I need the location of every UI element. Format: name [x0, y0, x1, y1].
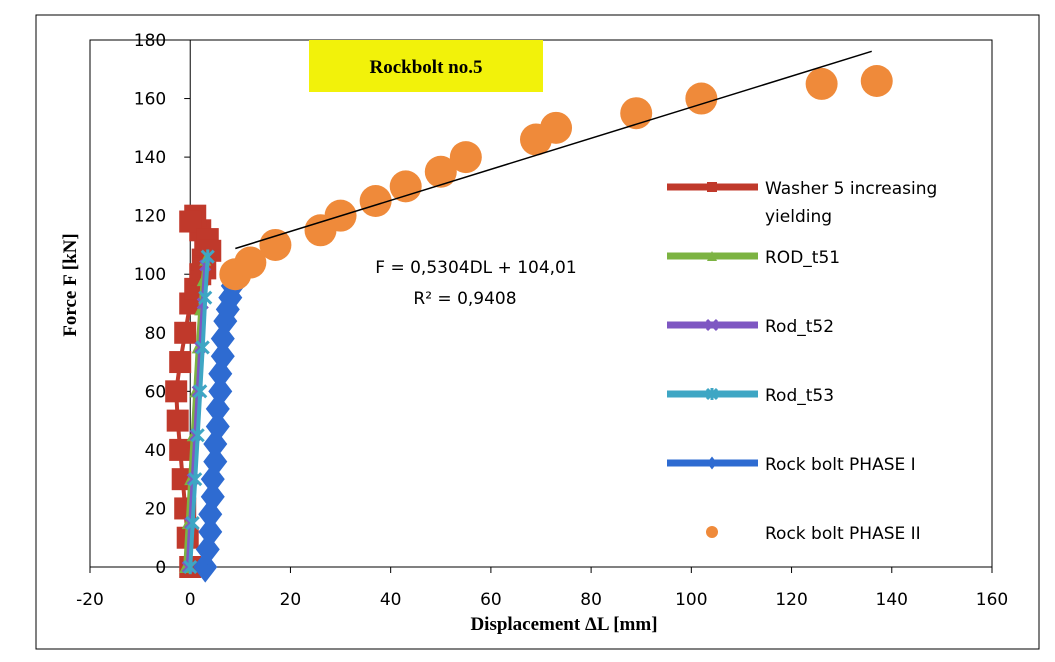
data-point-star — [195, 340, 210, 355]
legend-label: ROD_t51 — [765, 248, 840, 268]
x-axis-title: Displacement ΔL [mm] — [470, 614, 657, 635]
data-point-circle — [540, 111, 573, 144]
title-box — [309, 40, 543, 92]
data-point-star — [188, 471, 203, 487]
legend-item: Rock bolt PHASE I — [667, 455, 916, 475]
series-line — [185, 265, 208, 568]
trendline-r-squared: R² = 0,9408 — [413, 289, 516, 309]
x-tick-label: 140 — [876, 590, 908, 610]
data-point-star — [183, 559, 198, 575]
data-point-square — [174, 321, 197, 344]
legend-item: Rock bolt PHASE II — [706, 524, 921, 544]
data-point-x-stroke — [705, 318, 719, 332]
x-tick-label: 20 — [280, 590, 302, 610]
x-tick-label: 80 — [580, 590, 602, 610]
data-point-circle — [389, 170, 422, 203]
y-tick-label: 20 — [145, 499, 167, 519]
data-point-diamond — [707, 456, 717, 470]
legend-item: Rod_t52 — [667, 317, 834, 337]
trend-layer — [235, 50, 872, 250]
legend-item: Rod_t53 — [667, 386, 834, 406]
data-point-x — [705, 318, 719, 332]
data-point-circle — [359, 185, 392, 218]
data-point-diamond — [210, 323, 235, 355]
chart-title: Rockbolt no.5 — [370, 57, 483, 78]
y-tick-label: 60 — [145, 382, 167, 402]
x-tick-label: 160 — [976, 590, 1008, 610]
data-point-star — [193, 384, 208, 399]
legend-label: Rod_t52 — [765, 317, 834, 337]
data-point-circle — [805, 67, 838, 100]
data-point-diamond — [205, 393, 230, 425]
data-point-diamond — [195, 533, 220, 566]
y-tick-label: 140 — [134, 148, 166, 168]
data-point-circle — [449, 141, 482, 174]
data-point-diamond — [210, 340, 235, 372]
data-point-square — [169, 438, 192, 461]
series-4 — [183, 249, 215, 575]
data-point-square — [165, 380, 188, 403]
x-tick-label: 100 — [675, 590, 707, 610]
legend-label: yielding — [765, 207, 832, 227]
y-tick-label: 100 — [134, 265, 166, 285]
data-point-star — [705, 387, 719, 401]
data-point-triangle — [707, 251, 717, 261]
y-tick-label: 0 — [155, 558, 166, 578]
data-point-star — [185, 515, 200, 531]
data-point-diamond — [205, 410, 230, 443]
y-tick-label: 160 — [134, 90, 166, 110]
series-line — [188, 256, 210, 568]
data-point-circle — [259, 228, 292, 261]
x-tick-label: 120 — [775, 590, 807, 610]
legend-item: ROD_t51 — [667, 248, 840, 268]
data-point-circle — [424, 155, 457, 188]
data-point-diamond — [200, 481, 225, 513]
legend-label: Washer 5 increasing — [765, 179, 937, 199]
data-point-diamond — [203, 446, 228, 478]
data-point-star — [198, 290, 213, 305]
y-tick-label: 80 — [145, 324, 167, 344]
y-axis-title: Force F [kN] — [60, 233, 81, 336]
x-tick-label: 0 — [185, 590, 196, 610]
x-tick-label: 40 — [380, 590, 402, 610]
legend-item: Washer 5 increasing yielding — [667, 179, 937, 227]
series-layer — [165, 64, 893, 583]
y-tick-label: 120 — [134, 207, 166, 227]
data-point-star — [200, 249, 215, 264]
data-point-star — [190, 428, 205, 443]
legend-label: Rock bolt PHASE I — [765, 455, 916, 475]
data-point-square — [179, 210, 202, 233]
series-1 — [165, 204, 222, 578]
legend: Washer 5 increasing yielding ROD_t51 Rod_t5… — [667, 179, 937, 544]
data-point-diamond — [208, 375, 233, 407]
data-point-square — [707, 182, 717, 192]
legend-label: Rock bolt PHASE II — [765, 524, 921, 544]
y-tick-label: 40 — [145, 441, 167, 461]
data-point-circle — [234, 246, 267, 279]
data-point-circle — [860, 64, 893, 97]
data-point-circle — [706, 526, 718, 538]
trendline — [235, 50, 872, 250]
legend-label: Rod_t53 — [765, 386, 834, 406]
trendline-equation: F = 0,5304DL + 104,01 — [375, 258, 576, 278]
x-tick-label: 60 — [480, 590, 502, 610]
x-tick-label: -20 — [76, 590, 104, 610]
data-point-square — [166, 409, 189, 432]
data-point-circle — [685, 82, 718, 115]
data-point-square — [169, 351, 192, 374]
y-tick-label: 180 — [134, 31, 166, 51]
data-point-diamond — [198, 516, 223, 548]
